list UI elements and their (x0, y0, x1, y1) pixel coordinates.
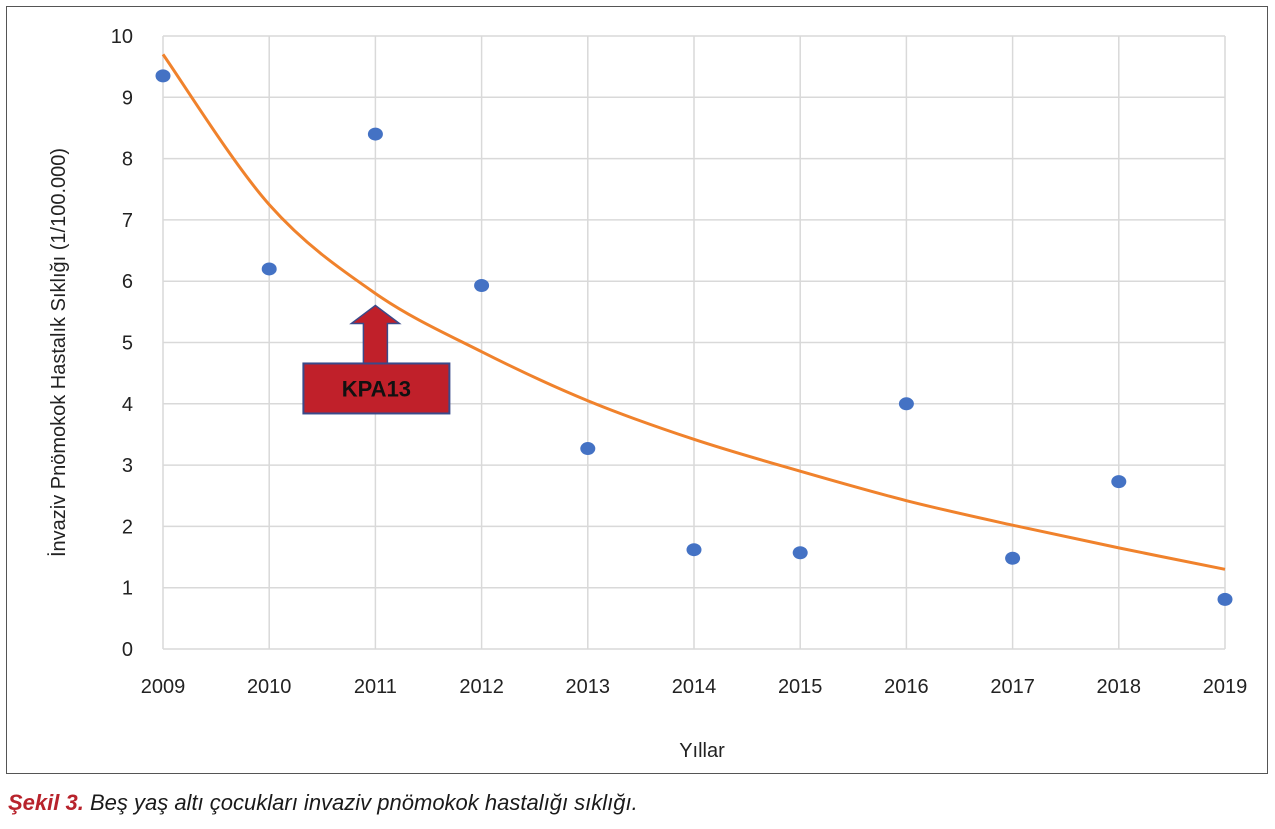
y-tick-label: 3 (122, 455, 133, 477)
kpa13-annotation: KPA13 (302, 304, 451, 415)
y-tick-label: 2 (122, 516, 133, 538)
x-tick-label: 2010 (247, 676, 292, 698)
x-tick-label: 2017 (990, 676, 1035, 698)
x-tick-label: 2014 (672, 676, 717, 698)
x-tick-label: 2015 (778, 676, 823, 698)
y-tick-label: 8 (122, 149, 133, 171)
y-tick-label: 1 (122, 578, 133, 600)
y-tick-label: 9 (122, 87, 133, 109)
data-point (1005, 551, 1021, 565)
annotation-arrow (349, 304, 402, 365)
data-point (792, 546, 808, 560)
x-tick-label: 2012 (459, 676, 504, 698)
figure-caption: Şekil 3. Beş yaş altı çocukları invaziv … (8, 790, 638, 816)
y-tick-label: 5 (122, 333, 133, 355)
x-tick-label: 2019 (1203, 676, 1248, 698)
x-tick-label: 2011 (354, 676, 397, 698)
x-axis-title: Yıllar (679, 740, 725, 762)
y-tick-labels: 0 1 2 3 4 5 6 7 8 9 10 (111, 26, 133, 661)
data-point (367, 127, 383, 141)
annotation-box (302, 362, 451, 415)
data-point (474, 278, 490, 292)
y-tick-label: 0 (122, 639, 133, 661)
x-tick-label: 2018 (1097, 676, 1142, 698)
data-point (1111, 475, 1127, 489)
data-point (686, 543, 702, 557)
y-tick-label: 10 (111, 26, 133, 48)
data-points (155, 69, 1233, 606)
data-point (155, 69, 171, 83)
data-point (580, 442, 596, 456)
x-tick-label: 2009 (141, 676, 186, 698)
data-point (1217, 592, 1233, 606)
caption-text: Beş yaş altı çocukları invaziv pnömokok … (83, 790, 638, 815)
x-tick-label: 2013 (566, 676, 611, 698)
data-point (898, 397, 914, 411)
data-point (261, 262, 277, 276)
caption-label: Şekil 3. (8, 790, 84, 815)
scatter-chart: 0 1 2 3 4 5 6 7 8 9 10 2009 2010 2011 2012 2013 2014 201… (47, 26, 1248, 762)
chart-frame: 0 1 2 3 4 5 6 7 8 9 10 2009 2010 2011 2012 2013 2014 201… (6, 6, 1268, 774)
y-tick-label: 4 (122, 394, 133, 416)
y-axis-title: İnvaziv Pnömokok Hastalık Sıklığı (1/100… (47, 148, 70, 557)
x-tick-label: 2016 (884, 676, 929, 698)
x-tick-labels: 2009 2010 2011 2012 2013 2014 2015 2016 2017 2018… (141, 676, 1248, 698)
y-tick-label: 7 (122, 210, 133, 232)
trendline (161, 53, 1226, 571)
grid-layer (162, 35, 1226, 650)
y-tick-label: 6 (122, 271, 133, 293)
annotation-label: KPA13 (342, 376, 411, 401)
